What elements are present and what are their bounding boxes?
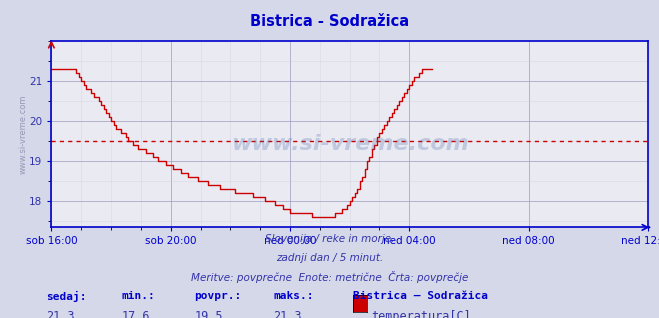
Text: www.si-vreme.com: www.si-vreme.com (231, 134, 469, 154)
Text: 21,3: 21,3 (273, 310, 302, 318)
Text: sedaj:: sedaj: (46, 291, 86, 302)
Text: 17,6: 17,6 (122, 310, 150, 318)
Text: www.si-vreme.com: www.si-vreme.com (19, 95, 28, 174)
Text: 19,5: 19,5 (194, 310, 223, 318)
Text: Meritve: povprečne  Enote: metrične  Črta: povprečje: Meritve: povprečne Enote: metrične Črta:… (191, 271, 468, 283)
Text: temperatura[C]: temperatura[C] (371, 310, 471, 318)
Text: Bistrica - Sodražica: Bistrica - Sodražica (250, 14, 409, 29)
Text: Bistrica – Sodražica: Bistrica – Sodražica (353, 291, 488, 301)
Text: 21,3: 21,3 (46, 310, 74, 318)
Text: min.:: min.: (122, 291, 156, 301)
Text: maks.:: maks.: (273, 291, 314, 301)
Text: povpr.:: povpr.: (194, 291, 242, 301)
Text: Slovenija / reke in morje.: Slovenija / reke in morje. (265, 234, 394, 244)
Text: zadnji dan / 5 minut.: zadnji dan / 5 minut. (276, 253, 383, 263)
